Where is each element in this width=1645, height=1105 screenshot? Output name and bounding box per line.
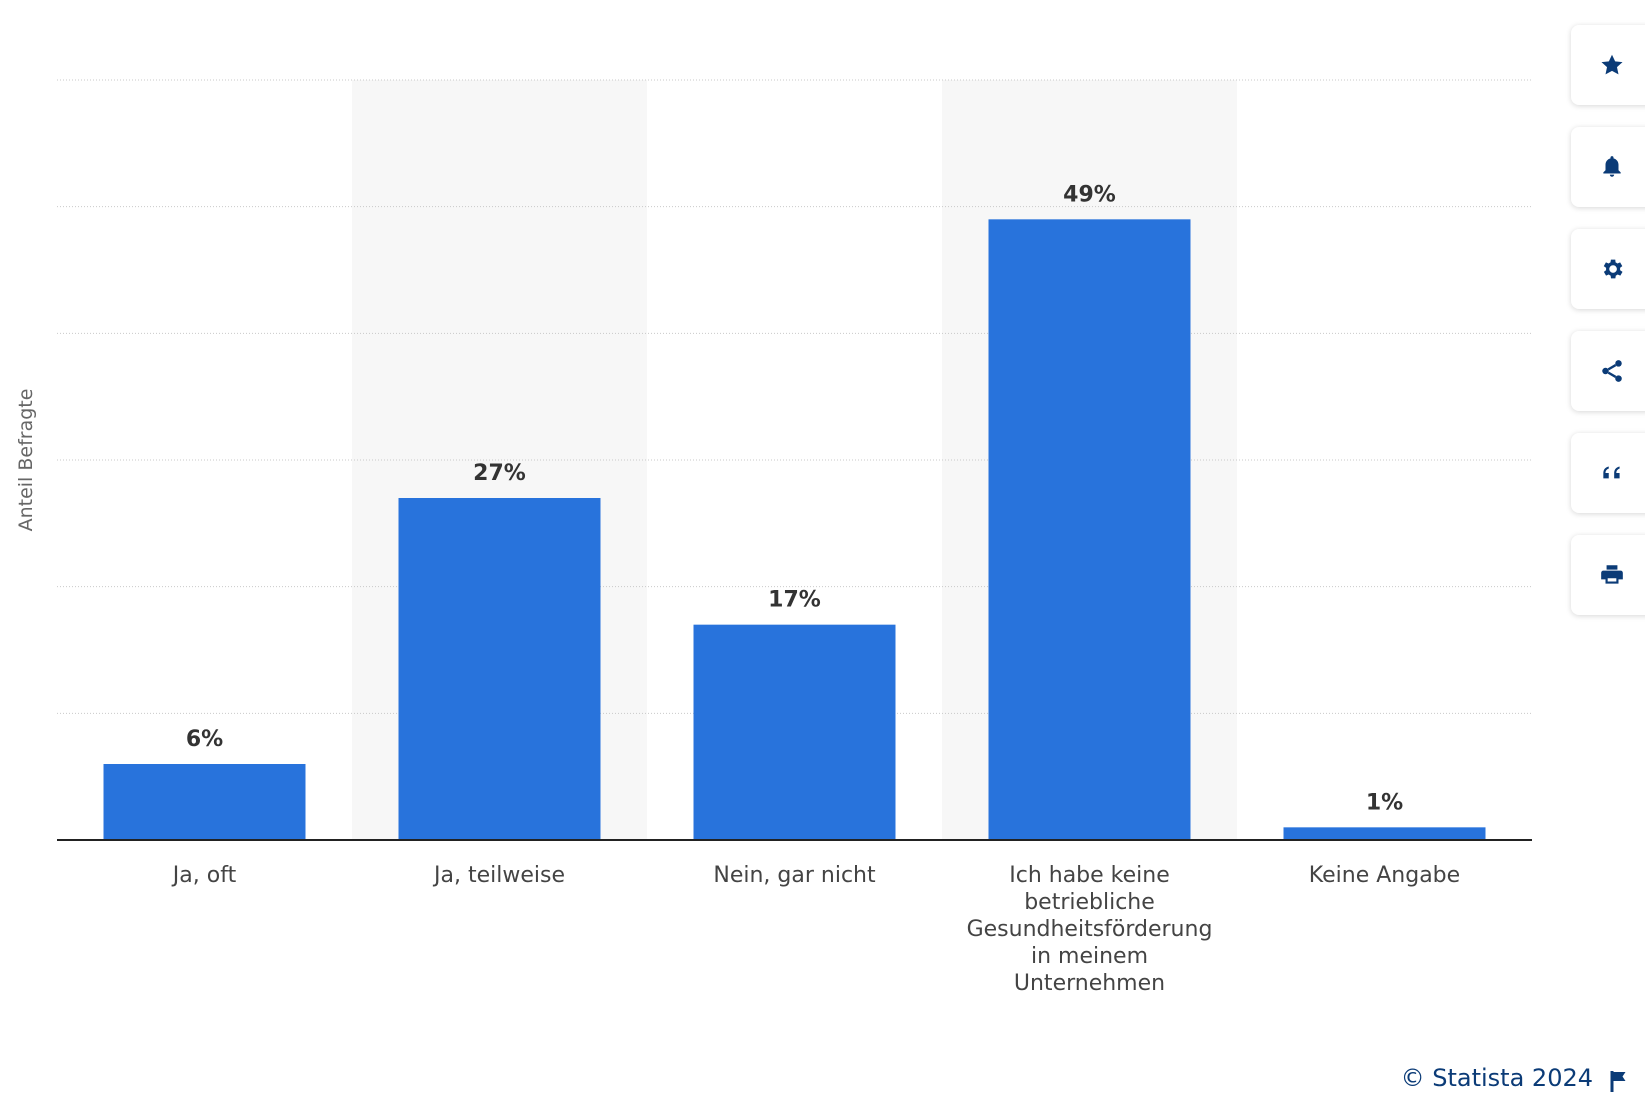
star-icon [1601,54,1623,75]
bar-value-label: 17% [768,588,821,613]
category-label-line: Nein, gar nicht [713,863,876,888]
share-button[interactable] [1571,331,1645,411]
category-label-line: betriebliche [1024,890,1155,915]
notification-button[interactable] [1571,127,1645,207]
category-labels: Ja, oft Ja, teilweise Nein, gar nicht Ich h… [171,863,1460,996]
category-label: Keine Angabe [1309,863,1460,888]
copyright-credit[interactable]: © Statista 2024 [1400,1064,1593,1092]
print-button[interactable] [1571,535,1645,615]
print-icon [1601,565,1623,584]
gear-icon [1603,259,1623,279]
bar-value-label: 49% [1063,182,1116,207]
y-axis-label: Anteil Befragte [15,389,37,532]
bar[interactable] [398,498,601,840]
category-label-line: Ich habe keine [1009,863,1170,888]
category-label-line: Unternehmen [1014,971,1165,996]
category-label: Nein, gar nicht [713,863,876,888]
bar[interactable] [988,219,1191,841]
category-label-line: Ja, teilweise [432,863,565,888]
flag-icon[interactable] [1609,1069,1629,1093]
bar-labels: 6% 27% 17% 49% 1% [186,182,1403,815]
category-label: Ja, oft [171,863,237,888]
category-label: Ja, teilweise [432,863,565,888]
share-icon [1602,360,1622,382]
category-label-line: Keine Angabe [1309,863,1460,888]
bell-icon [1603,156,1621,177]
bar-value-label: 1% [1366,790,1403,815]
category-label: Ich habe keine betriebliche Gesundheitsför… [967,863,1213,996]
bar[interactable] [693,624,896,840]
category-label-line: Ja, oft [171,863,237,888]
bar-value-label: 27% [473,461,526,486]
favorite-button[interactable] [1571,25,1645,105]
cite-button[interactable] [1571,433,1645,513]
quote-icon [1603,466,1620,479]
bar[interactable] [103,764,306,840]
category-label-line: Gesundheitsförderung [967,917,1213,942]
settings-button[interactable] [1571,229,1645,309]
category-label-line: in meinem [1031,944,1148,969]
bar[interactable] [1283,827,1486,840]
bar-value-label: 6% [186,727,223,752]
gridlines [57,79,1532,714]
bars [103,219,1486,841]
